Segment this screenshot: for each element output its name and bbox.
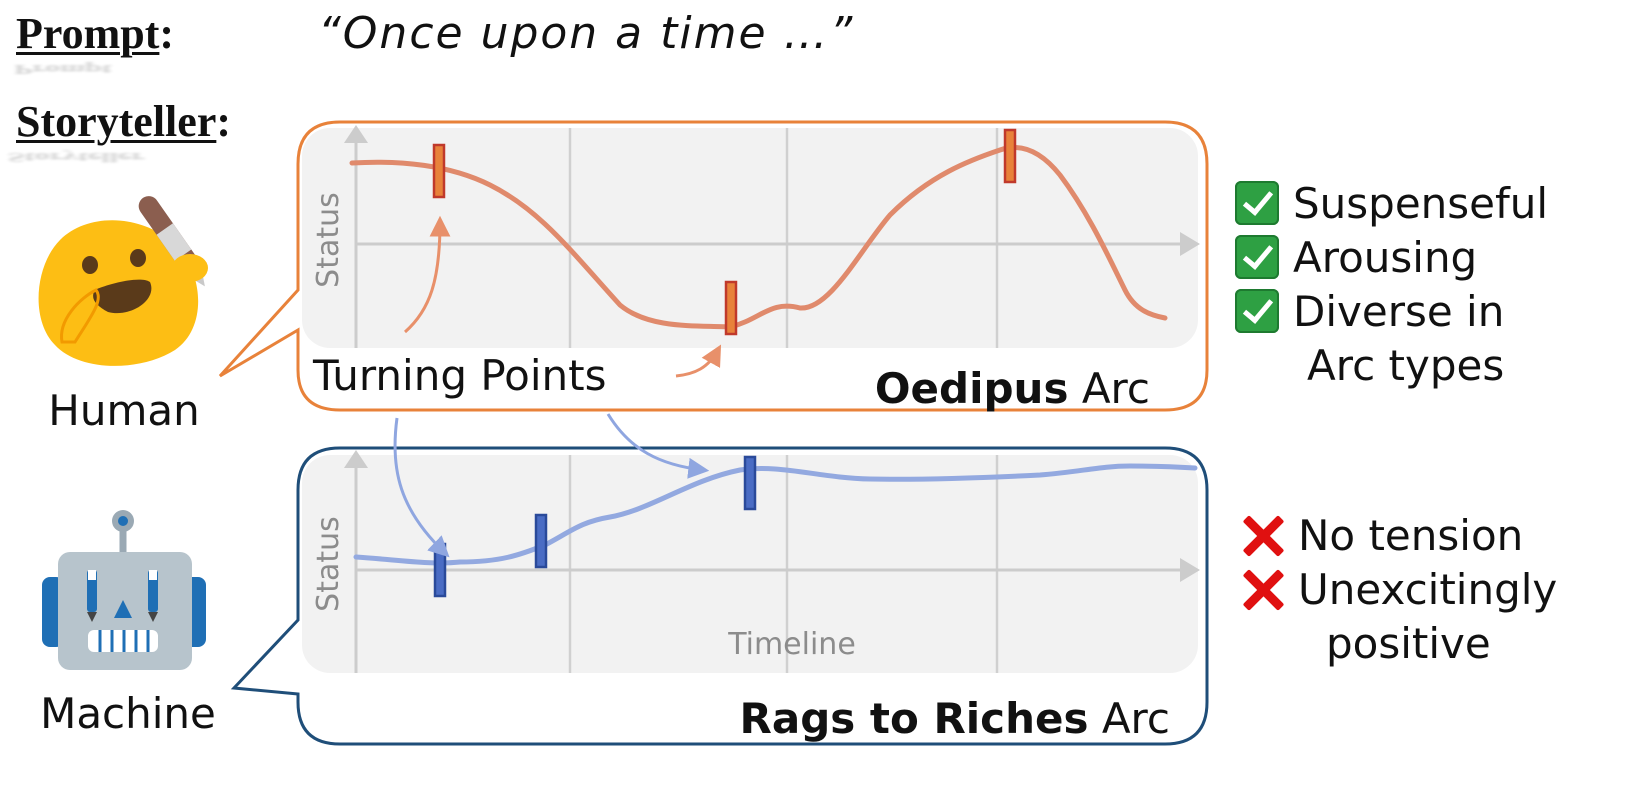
rags-chart-area [302, 455, 1198, 673]
cons-text-3: positive [1326, 618, 1491, 668]
rags-arc-name: Rags to Riches [740, 694, 1089, 743]
oedipus-turning-point-2 [724, 280, 738, 336]
prompt-label: Prompt: [16, 8, 174, 59]
cross-icon [1240, 513, 1284, 557]
storyteller-word: Storyteller [16, 97, 217, 146]
cons-item-2: Unexcitingly [1240, 562, 1557, 616]
turning-point-arrow-1 [404, 215, 451, 334]
oedipus-turning-point-3 [1003, 128, 1017, 184]
cons-text-1: No tension [1298, 510, 1524, 560]
oedipus-arc-curve [349, 144, 1168, 330]
storyteller-label: Storyteller: [16, 96, 231, 147]
turning-point-arrow-2 [675, 344, 722, 378]
oedipus-chart-area [302, 128, 1198, 348]
oedipus-axes [344, 125, 1200, 348]
pros-item-1: Suspenseful [1235, 176, 1548, 230]
cons-item-1: No tension [1240, 508, 1557, 562]
human-label: Human [48, 386, 199, 435]
check-icon [1235, 235, 1279, 279]
rags-arc-title: Rags to Riches Arc [740, 694, 1170, 743]
cons-text-2: Unexcitingly [1298, 564, 1558, 614]
pros-item-3: Diverse in [1235, 284, 1548, 338]
check-icon [1235, 181, 1279, 225]
blue-arrow-2 [606, 413, 710, 479]
cons-list: No tension Unexcitingly positive [1240, 508, 1557, 670]
rags-axes [344, 450, 1200, 673]
rags-turning-point-2 [534, 513, 548, 569]
oedipus-arc-title: Oedipus Arc [875, 364, 1150, 413]
pros-text-2: Arousing [1293, 232, 1478, 282]
rags-grid [568, 455, 999, 673]
pros-item-2: Arousing [1235, 230, 1548, 284]
machine-avatar [42, 510, 206, 670]
rags-turning-point-3 [743, 455, 757, 511]
machine-label: Machine [40, 689, 216, 738]
turning-points-label: Turning Points [312, 351, 607, 400]
pros-text-1: Suspenseful [1293, 178, 1549, 228]
storyteller-colon: : [216, 97, 231, 146]
rags-axis-x-label: Timeline [727, 627, 856, 662]
rags-axis-y-label: Status [311, 516, 346, 612]
check-icon [1235, 289, 1279, 333]
pros-item-4: Arc types [1235, 338, 1548, 392]
oedipus-turning-point-1 [432, 143, 446, 199]
oedipus-axis-y-label: Status [311, 192, 346, 288]
prompt-word: Prompt [16, 9, 160, 58]
pros-list: Suspenseful Arousing Diverse in Arc type… [1235, 176, 1548, 392]
pros-text-4: Arc types [1307, 340, 1505, 390]
prompt-text: “Once upon a time …” [318, 8, 855, 59]
oedipus-arc-suffix: Arc [1068, 364, 1150, 413]
cross-icon [1240, 567, 1284, 611]
pros-text-3: Diverse in [1293, 286, 1505, 336]
human-avatar [38, 196, 208, 366]
blue-arrow-1 [393, 417, 450, 558]
oedipus-arc-name: Oedipus [875, 364, 1069, 413]
cons-item-3: positive [1240, 616, 1557, 670]
prompt-colon: : [159, 9, 175, 58]
rags-arc-suffix: Arc [1088, 694, 1170, 743]
oedipus-grid [568, 128, 999, 348]
